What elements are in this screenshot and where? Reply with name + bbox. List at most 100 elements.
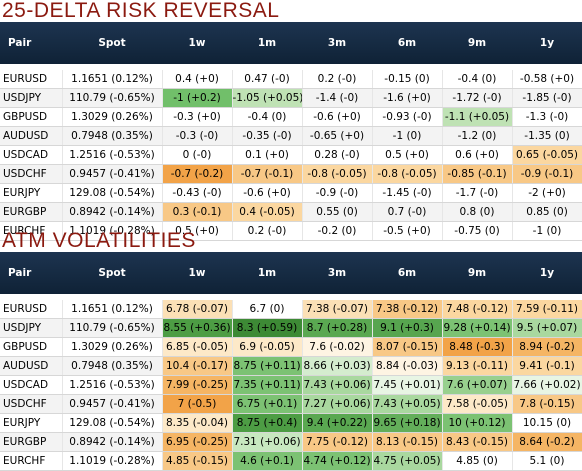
value-cell: -0.65 (+0) — [302, 126, 373, 146]
pair-cell: AUDUSD — [0, 356, 63, 376]
spot-cell: 110.79 (-0.65%) — [62, 318, 163, 338]
value-cell: 7.38 (-0.12) — [372, 300, 443, 319]
value-cell: -1.05 (+0.05) — [232, 88, 303, 108]
value-cell: 6.7 (0) — [232, 300, 303, 319]
value-cell: 4.85 (-0.15) — [162, 451, 233, 471]
value-cell: 7.27 (+0.06) — [302, 394, 373, 414]
value-cell: -1 (+0.2) — [162, 88, 233, 108]
value-cell: -0.58 (+0) — [512, 70, 582, 89]
pair-cell: USDCHF — [0, 164, 63, 184]
spot-cell: 0.9457 (-0.41%) — [62, 164, 163, 184]
spot-cell: 1.1651 (0.12%) — [62, 70, 163, 89]
value-cell: -0.75 (0) — [442, 221, 513, 241]
value-cell: -0.8 (-0.05) — [302, 164, 373, 184]
value-cell: -0.93 (-0) — [372, 107, 443, 127]
value-cell: -0.5 (+0) — [372, 221, 443, 241]
value-cell: -1.35 (0) — [512, 126, 582, 146]
rr-col-header: Pair — [0, 22, 62, 64]
pair-cell: EURUSD — [0, 300, 63, 319]
table-row: EURGBP 0.8942 (-0.14%) 0.3 (-0.1) 0.4 (-0.0… — [0, 202, 582, 222]
value-cell: 9.65 (+0.18) — [372, 413, 443, 433]
value-cell: 6.78 (-0.07) — [162, 300, 233, 319]
atm-col-header: Pair — [0, 252, 62, 294]
table-row: USDCHF 0.9457 (-0.41%) -0.7 (-0.2) -0.7 (-0… — [0, 164, 582, 184]
value-cell: -0.7 (-0.2) — [162, 164, 233, 184]
table-row: EURUSD 1.1651 (0.12%) 0.4 (+0) 0.47 (-0) 0.2… — [0, 70, 582, 89]
pair-cell: EURGBP — [0, 432, 63, 452]
value-cell: 7.58 (-0.05) — [442, 394, 513, 414]
value-cell: 7.48 (-0.12) — [442, 300, 513, 319]
value-cell: 10.15 (0) — [512, 413, 582, 433]
value-cell: 8.3 (+0.59) — [232, 318, 303, 338]
pair-cell: EURJPY — [0, 413, 63, 433]
value-cell: 8.48 (-0.3) — [442, 337, 513, 357]
value-cell: 0.2 (-0) — [302, 70, 373, 89]
spot-cell: 0.8942 (-0.14%) — [62, 432, 163, 452]
value-cell: -0.6 (+0) — [232, 183, 303, 203]
pair-cell: EURCHF — [0, 221, 63, 241]
spot-cell: 0.7948 (0.35%) — [62, 126, 163, 146]
atm-col-header: 3m — [302, 252, 372, 294]
spot-cell: 129.08 (-0.54%) — [62, 183, 163, 203]
value-cell: 4.85 (0) — [442, 451, 513, 471]
value-cell: 9.5 (+0.07) — [512, 318, 582, 338]
value-cell: 7 (-0.5) — [162, 394, 233, 414]
atm-section-title: ATM VOLATILITIES — [2, 229, 196, 252]
pair-cell: USDJPY — [0, 318, 63, 338]
pair-cell: USDCAD — [0, 145, 63, 165]
value-cell: 0.4 (+0) — [162, 70, 233, 89]
value-cell: -0.43 (-0) — [162, 183, 233, 203]
atm-col-header: 1y — [512, 252, 582, 294]
table-row: USDCAD 1.2516 (-0.53%) 0 (-0) 0.1 (+0) 0.28 … — [0, 145, 582, 165]
value-cell: 6.9 (-0.05) — [232, 337, 303, 357]
value-cell: -1.72 (-0) — [442, 88, 513, 108]
value-cell: -0.2 (0) — [302, 221, 373, 241]
spot-cell: 1.1019 (-0.28%) — [62, 451, 163, 471]
value-cell: 0 (-0) — [162, 145, 233, 165]
pair-cell: EURJPY — [0, 183, 63, 203]
value-cell: 0.2 (-0) — [232, 221, 303, 241]
value-cell: 7.59 (-0.11) — [512, 300, 582, 319]
atm-volatility-table: Pair Spot 1w 1m 3m 6m 9m 1y EURUSD 1.1651 (0.12%… — [0, 252, 582, 471]
value-cell: -0.85 (-0.1) — [442, 164, 513, 184]
value-cell: -1.2 (0) — [442, 126, 513, 146]
value-cell: -0.15 (0) — [372, 70, 443, 89]
value-cell: 4.74 (+0.12) — [302, 451, 373, 471]
value-cell: 9.28 (+0.14) — [442, 318, 513, 338]
spot-cell: 1.2516 (-0.53%) — [62, 145, 163, 165]
value-cell: 7.66 (+0.02) — [512, 375, 582, 395]
spot-cell: 1.2516 (-0.53%) — [62, 375, 163, 395]
atm-header-row: Pair Spot 1w 1m 3m 6m 9m 1y — [0, 252, 582, 294]
atm-col-header: 1w — [162, 252, 232, 294]
value-cell: 10 (+0.12) — [442, 413, 513, 433]
value-cell: 7.6 (-0.02) — [302, 337, 373, 357]
table-row: USDJPY 110.79 (-0.65%) -1 (+0.2) -1.05 (+0.… — [0, 88, 582, 108]
table-row: USDJPY 110.79 (-0.65%) 8.55 (+0.36) 8.3 (+0… — [0, 318, 582, 338]
table-row: AUDUSD 0.7948 (0.35%) -0.3 (-0) -0.35 (-0) -… — [0, 126, 582, 146]
value-cell: 6.85 (-0.05) — [162, 337, 233, 357]
value-cell: 7.8 (-0.15) — [512, 394, 582, 414]
value-cell: -0.7 (-0.1) — [232, 164, 303, 184]
pair-cell: GBPUSD — [0, 337, 63, 357]
table-row: EURJPY 129.08 (-0.54%) -0.43 (-0) -0.6 (+0)… — [0, 183, 582, 203]
pair-cell: EURGBP — [0, 202, 63, 222]
value-cell: -0.4 (0) — [232, 107, 303, 127]
rr-col-header: 1w — [162, 22, 232, 64]
value-cell: -1 (0) — [512, 221, 582, 241]
pair-cell: USDCAD — [0, 375, 63, 395]
value-cell: 0.7 (-0) — [372, 202, 443, 222]
value-cell: 5.1 (0) — [512, 451, 582, 471]
value-cell: 8.75 (+0.4) — [232, 413, 303, 433]
spot-cell: 1.1651 (0.12%) — [62, 300, 163, 319]
value-cell: 7.43 (+0.06) — [302, 375, 373, 395]
pair-cell: EURUSD — [0, 70, 63, 89]
value-cell: 0.8 (0) — [442, 202, 513, 222]
value-cell: 7.38 (-0.07) — [302, 300, 373, 319]
value-cell: -1.45 (-0) — [372, 183, 443, 203]
spot-cell: 129.08 (-0.54%) — [62, 413, 163, 433]
value-cell: 10.4 (-0.17) — [162, 356, 233, 376]
value-cell: 0.47 (-0) — [232, 70, 303, 89]
value-cell: 9.1 (+0.3) — [372, 318, 443, 338]
pair-cell: USDCHF — [0, 394, 63, 414]
value-cell: -0.3 (+0) — [162, 107, 233, 127]
